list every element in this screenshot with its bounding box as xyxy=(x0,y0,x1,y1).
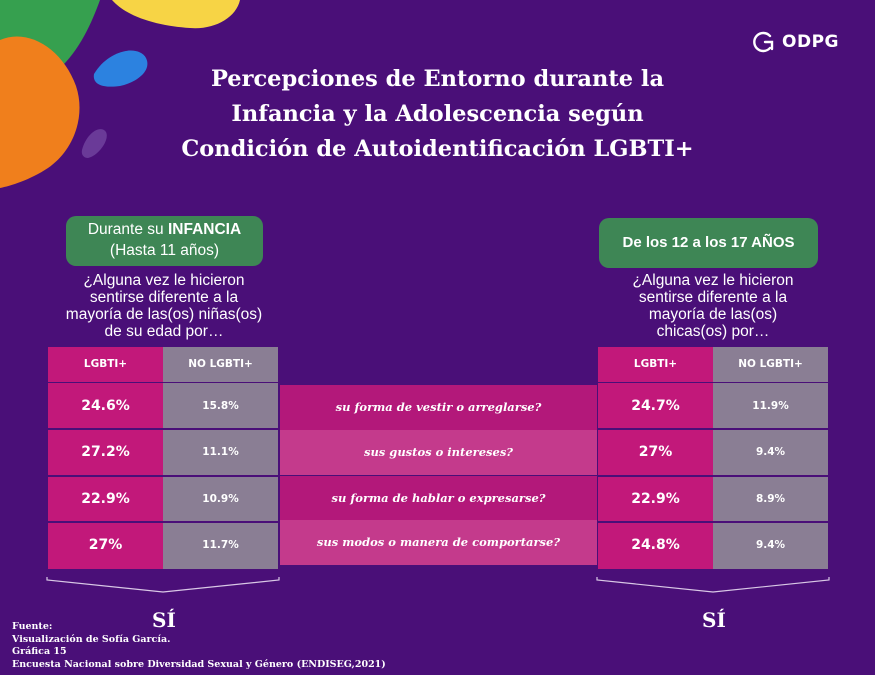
yellow-blob xyxy=(112,0,240,29)
infancia-pill-bold: INFANCIA xyxy=(167,221,242,238)
column-header-no-lgbti: NO LGBTI+ xyxy=(163,347,278,382)
orange-blob xyxy=(0,36,80,188)
column-header-lgbti: LGBTI+ xyxy=(48,347,163,382)
row-separator xyxy=(48,521,278,523)
row-separator xyxy=(598,475,828,477)
column-header-lgbti: LGBTI+ xyxy=(598,347,713,382)
value-cell-no-lgbti: 11.9% xyxy=(713,383,828,430)
value-cell-lgbti: 22.9% xyxy=(48,476,163,523)
footer-line: Encuesta Nacional sobre Diversidad Sexua… xyxy=(12,658,386,670)
adolescencia-pill: De los 12 a los 17 AÑOS xyxy=(599,218,818,268)
value-cell-lgbti: 22.9% xyxy=(598,476,713,523)
category-label: su forma de vestir o arreglarse? xyxy=(280,385,597,430)
category-label: sus gustos o intereses? xyxy=(280,430,597,475)
value-cell-no-lgbti: 10.9% xyxy=(163,476,278,523)
infancia-pill-prefix: Durante su xyxy=(87,221,168,238)
value-cell-no-lgbti: 15.8% xyxy=(163,383,278,430)
value-cell-no-lgbti: 8.9% xyxy=(713,476,828,523)
category-label: su forma de hablar o expresarse? xyxy=(280,476,597,521)
value-cell-no-lgbti: 11.1% xyxy=(163,429,278,476)
infancia-bracket xyxy=(46,577,280,593)
footer-line: Gráfica 15 xyxy=(12,646,67,657)
value-cell-lgbti: 27% xyxy=(48,522,163,569)
footer-line: Fuente: xyxy=(12,621,53,632)
adolescencia-question-line: sentirse diferente a la xyxy=(638,289,788,306)
decorative-blobs xyxy=(0,0,240,188)
odpg-logo-icon xyxy=(753,31,774,53)
value-cell-no-lgbti: 11.7% xyxy=(163,522,278,569)
row-separator xyxy=(48,428,278,430)
category-label: sus modos o manera de comportarse? xyxy=(280,520,597,565)
adolescencia-bracket xyxy=(596,577,830,593)
infancia-si-label: SÍ xyxy=(152,608,176,632)
violet-blob xyxy=(81,129,107,158)
row-separator xyxy=(598,521,828,523)
infancia-pill-line-2: (Hasta 11 años) xyxy=(109,242,220,259)
source-footer: Fuente: Visualización de Sofía García. G… xyxy=(12,621,386,671)
value-cell-lgbti: 24.6% xyxy=(48,383,163,430)
value-cell-lgbti: 27.2% xyxy=(48,429,163,476)
brand-logo: ODPG xyxy=(752,30,839,54)
row-separator xyxy=(48,475,278,477)
title-line-3: Condición de Autoidentificación LGBTI+ xyxy=(181,136,694,162)
infancia-question-line: sentirse diferente a la xyxy=(89,289,239,306)
infancia-question-line: mayoría de las(os) niñas(os) xyxy=(65,306,263,323)
column-header-no-lgbti: NO LGBTI+ xyxy=(713,347,828,382)
adolescencia-question-line: ¿Alguna vez le hicieron xyxy=(632,272,794,289)
page-title: Percepciones de Entorno durante la Infan… xyxy=(140,62,735,167)
value-cell-no-lgbti: 9.4% xyxy=(713,522,828,569)
blue-blob xyxy=(93,50,148,87)
row-separator xyxy=(598,428,828,430)
adolescencia-si-label: SÍ xyxy=(702,608,726,632)
infancia-pill: Durante su INFANCIA (Hasta 11 años) xyxy=(66,216,263,266)
title-line-1: Percepciones de Entorno durante la xyxy=(210,66,665,92)
title-line-2: Infancia y la Adolescencia según xyxy=(231,101,644,127)
value-cell-lgbti: 27% xyxy=(598,429,713,476)
infancia-question-line: ¿Alguna vez le hicieron xyxy=(83,272,245,289)
brand-name: ODPG xyxy=(782,32,839,52)
value-cell-no-lgbti: 9.4% xyxy=(713,429,828,476)
value-cell-lgbti: 24.7% xyxy=(598,383,713,430)
infancia-question-line: de su edad por… xyxy=(104,323,224,340)
adolescencia-question-line: chicas(os) por… xyxy=(656,323,770,340)
infancia-pill-line-1: Durante su INFANCIA xyxy=(66,219,263,240)
adolescencia-question-line: mayoría de las(os) xyxy=(648,306,778,323)
footer-line: Visualización de Sofía García. xyxy=(12,633,171,645)
value-cell-lgbti: 24.8% xyxy=(598,522,713,569)
adolescencia-question: ¿Alguna vez le hicieron sentirse diferen… xyxy=(595,272,831,340)
infancia-question: ¿Alguna vez le hicieron sentirse diferen… xyxy=(48,272,280,340)
